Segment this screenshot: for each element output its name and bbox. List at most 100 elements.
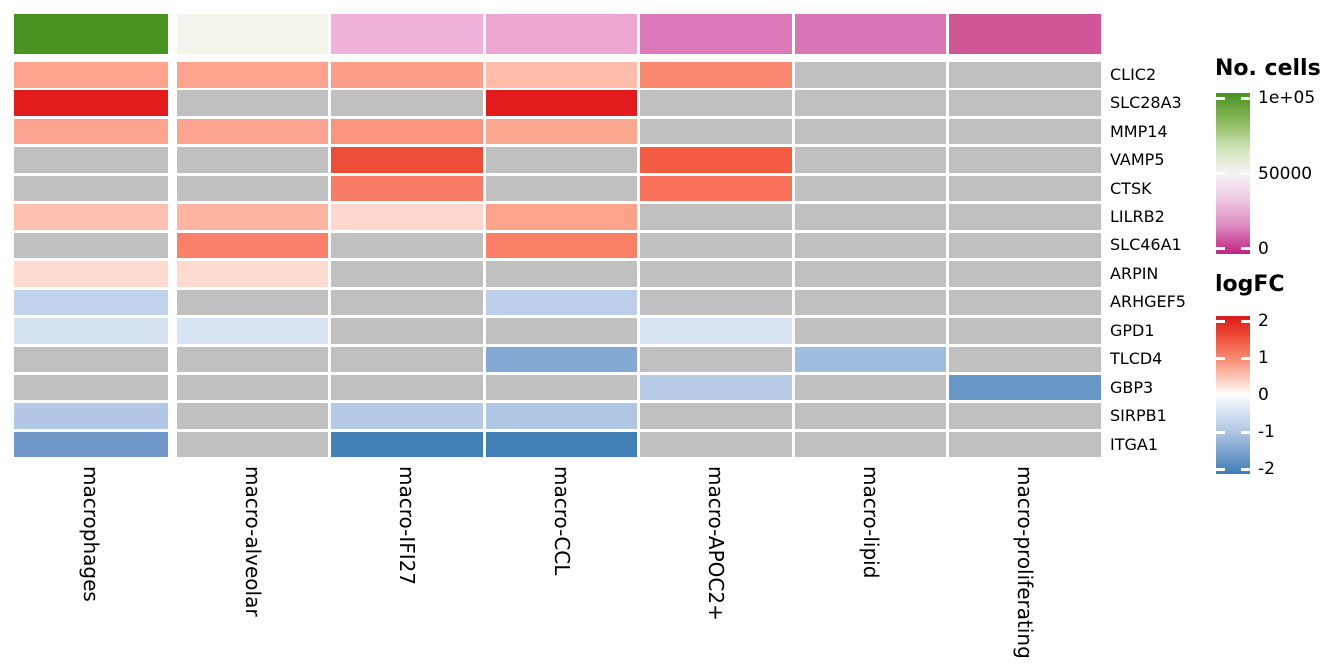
heatmap-cell bbox=[177, 431, 328, 458]
heatmap-cell bbox=[795, 175, 946, 202]
heatmap-cell bbox=[177, 175, 328, 202]
legend-tick-mark bbox=[1216, 172, 1225, 175]
legend-tick-label: 1 bbox=[1258, 348, 1269, 368]
heatmap-cell bbox=[640, 232, 792, 259]
heatmap-cell bbox=[486, 261, 637, 287]
heatmap-cell bbox=[640, 62, 792, 88]
gene-label: CTSK bbox=[1110, 178, 1152, 198]
heatmap-cell bbox=[949, 118, 1101, 145]
heatmap-cell bbox=[640, 118, 792, 145]
heatmap-cell bbox=[795, 374, 946, 401]
celltype-label: macro-proliferating bbox=[1013, 466, 1037, 659]
heatmap-cell bbox=[14, 346, 168, 372]
legend-tick-mark bbox=[1241, 172, 1250, 175]
heatmap-cell bbox=[949, 232, 1101, 259]
no-cells-annotation-cell bbox=[640, 14, 792, 54]
heatmap-cell bbox=[795, 62, 946, 88]
heatmap-cell bbox=[486, 232, 637, 259]
celltype-label: macro-APOC2+ bbox=[704, 466, 728, 621]
gene-label: GPD1 bbox=[1110, 320, 1155, 340]
heatmap-cell bbox=[949, 90, 1101, 116]
legend-tick-mark bbox=[1241, 319, 1250, 323]
heatmap-cell bbox=[795, 90, 946, 116]
gene-label: TLCD4 bbox=[1110, 349, 1163, 369]
gene-label: ARHGEF5 bbox=[1110, 292, 1186, 312]
legend-tick-label: 0 bbox=[1258, 385, 1269, 405]
celltype-label: macro-lipid bbox=[858, 466, 883, 579]
heatmap-cell bbox=[331, 261, 483, 287]
heatmap-cell bbox=[331, 175, 483, 202]
legend-tick-mark bbox=[1216, 393, 1225, 397]
heatmap-cell bbox=[486, 204, 637, 230]
heatmap-cell bbox=[949, 261, 1101, 287]
heatmap-cell bbox=[949, 403, 1101, 429]
heatmap-cell bbox=[949, 204, 1101, 230]
heatmap-cell bbox=[486, 118, 637, 145]
legend-tick-mark bbox=[1216, 356, 1225, 360]
celltype-label: macro-CCL bbox=[549, 466, 574, 576]
heatmap-cell bbox=[177, 403, 328, 429]
heatmap-cell bbox=[331, 431, 483, 458]
heatmap-cell bbox=[486, 90, 637, 116]
gene-label: ARPIN bbox=[1110, 263, 1159, 283]
celltype-label: macrophages bbox=[79, 466, 103, 602]
heatmap-cell bbox=[795, 204, 946, 230]
heatmap-cell bbox=[14, 374, 168, 401]
legend-tick-label: 0 bbox=[1258, 238, 1269, 259]
heatmap-cell bbox=[177, 62, 328, 88]
legend-tick-mark bbox=[1241, 467, 1250, 471]
heatmap-cell bbox=[795, 431, 946, 458]
heatmap-cell bbox=[949, 346, 1101, 372]
heatmap-cell bbox=[640, 175, 792, 202]
legend-tick-mark bbox=[1241, 247, 1250, 250]
heatmap-cell bbox=[14, 90, 168, 116]
heatmap-cell bbox=[331, 62, 483, 88]
heatmap-cell bbox=[949, 147, 1101, 173]
heatmap-cell bbox=[14, 318, 168, 344]
heatmap-cell bbox=[331, 147, 483, 173]
gene-label: SLC46A1 bbox=[1110, 235, 1182, 255]
gene-label: ITGA1 bbox=[1110, 434, 1159, 454]
legend-tick-mark bbox=[1216, 96, 1225, 100]
heatmap-cell bbox=[795, 147, 946, 173]
heatmap-cell bbox=[331, 204, 483, 230]
heatmap-cell bbox=[331, 346, 483, 372]
gene-label: VAMP5 bbox=[1110, 150, 1165, 170]
heatmap-cell bbox=[949, 318, 1101, 344]
heatmap-cell bbox=[640, 261, 792, 287]
legend-tick-label: 50000 bbox=[1258, 163, 1313, 184]
heatmap-cell bbox=[486, 346, 637, 372]
legend-tick-label: -1 bbox=[1258, 422, 1275, 442]
legend-tick-mark bbox=[1241, 430, 1250, 434]
heatmap-cell bbox=[331, 232, 483, 259]
heatmap-cell bbox=[14, 232, 168, 259]
heatmap-cell bbox=[640, 147, 792, 173]
heatmap-cell bbox=[177, 90, 328, 116]
heatmap-cell bbox=[640, 403, 792, 429]
heatmap-cell bbox=[14, 431, 168, 458]
heatmap-cell bbox=[640, 431, 792, 458]
heatmap-cell bbox=[486, 147, 637, 173]
heatmap-cell bbox=[640, 204, 792, 230]
heatmap-cell bbox=[14, 403, 168, 429]
heatmap-cell bbox=[331, 403, 483, 429]
heatmap-cell bbox=[331, 289, 483, 316]
heatmap-cell bbox=[640, 318, 792, 344]
heatmap-cell bbox=[486, 289, 637, 316]
no-cells-legend-title: No. cells bbox=[1215, 56, 1321, 81]
heatmap-cell bbox=[949, 175, 1101, 202]
heatmap-cell bbox=[640, 90, 792, 116]
heatmap-cell bbox=[795, 289, 946, 316]
heatmap-cell bbox=[486, 62, 637, 88]
logfc-legend-title: logFC bbox=[1215, 272, 1285, 297]
heatmap-cell bbox=[177, 204, 328, 230]
heatmap-cell bbox=[177, 346, 328, 372]
gene-label: SLC28A3 bbox=[1110, 93, 1182, 113]
no-cells-annotation-cell bbox=[949, 14, 1101, 54]
heatmap-cell bbox=[177, 318, 328, 344]
legend-tick-label: 2 bbox=[1258, 311, 1269, 331]
legend-tick-mark bbox=[1216, 319, 1225, 323]
heatmap-cell bbox=[177, 289, 328, 316]
heatmap-cell bbox=[14, 204, 168, 230]
heatmap-cell bbox=[14, 62, 168, 88]
